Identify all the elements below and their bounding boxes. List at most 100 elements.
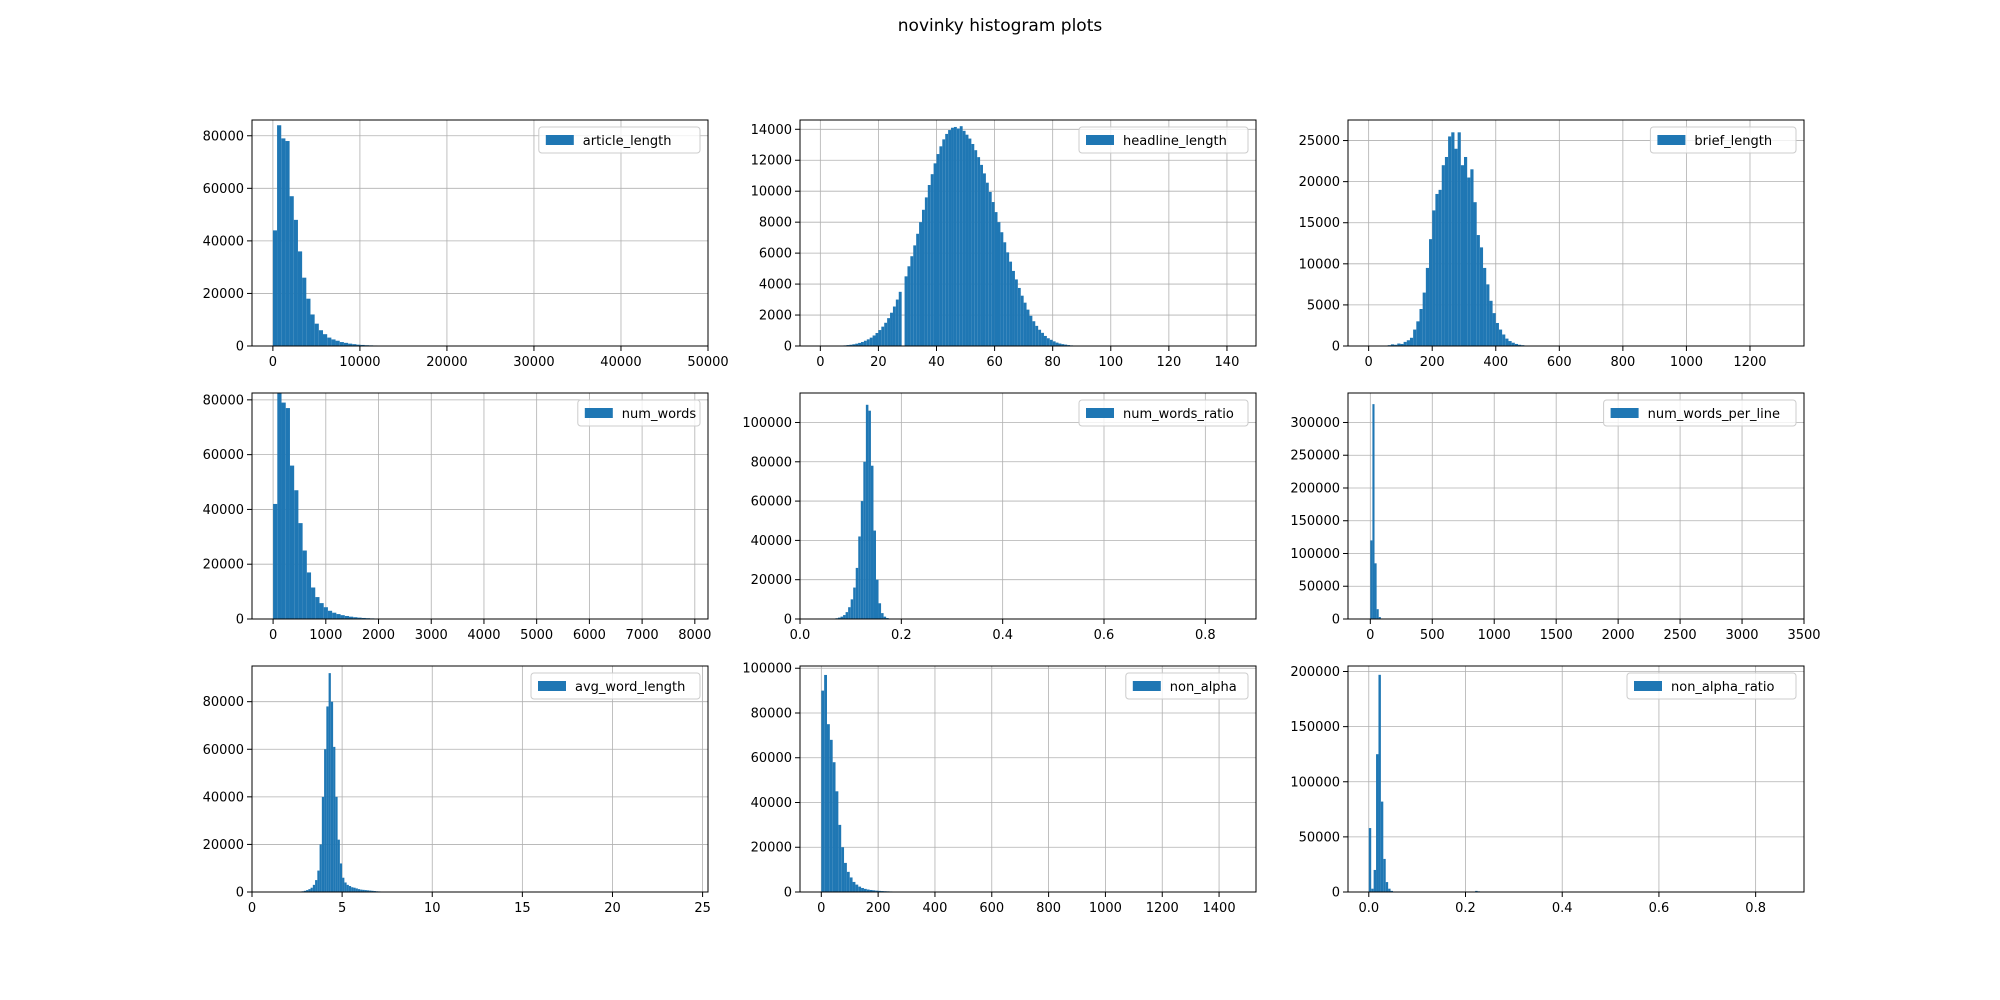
histogram-bar — [1035, 325, 1039, 346]
bars — [272, 125, 395, 346]
histogram-bar — [369, 890, 372, 892]
histogram-bar — [1463, 156, 1468, 346]
x-tick-label: 50000 — [687, 355, 728, 370]
y-tick-label: 150000 — [1290, 514, 1340, 529]
x-tick-label: 600 — [1547, 355, 1572, 370]
y-tick-label: 6000 — [759, 247, 792, 262]
histogram-bar — [366, 890, 370, 892]
histogram-bar — [326, 706, 329, 892]
legend: avg_word_length — [530, 672, 701, 700]
histogram-num-words-ratio: 0.0 0.2 0.4 0.6 0.8 0 20000 40000 60000 80000 1000… — [742, 392, 1257, 643]
x-tick-label: 1000 — [1089, 901, 1122, 916]
axes-frame — [1347, 119, 1805, 347]
x-tick-label: 0 — [1365, 355, 1373, 370]
histogram-bar — [361, 617, 366, 619]
histogram-bar — [310, 887, 313, 892]
histogram-bar — [1419, 309, 1423, 346]
y-tick-label: 50000 — [1299, 580, 1340, 595]
y-tick-label: 80000 — [751, 455, 792, 470]
histogram-num-words: 0 1000 2000 3000 4000 5000 6000 7000 80000200004… — [203, 392, 711, 643]
histogram-bar — [315, 597, 320, 619]
x-tick-label: 6000 — [573, 628, 606, 643]
histogram-bar — [1014, 279, 1018, 346]
histogram-bar — [1383, 858, 1386, 892]
histogram-bar — [342, 877, 345, 892]
y-tick-label: 25000 — [1299, 134, 1340, 149]
y-tick-label: 2000 — [759, 309, 792, 324]
histogram-bar — [1058, 343, 1062, 346]
legend-label: avg_word_length — [575, 680, 685, 695]
histogram-bar — [327, 337, 332, 346]
histogram-non-alpha: 0 200 400 600 800 1000 1200 1400 0 20000 40000 6000… — [742, 662, 1257, 916]
x-tick-label: 0.8 — [1195, 628, 1216, 643]
histogram-bar — [840, 616, 844, 619]
histogram-bar — [1388, 888, 1391, 892]
bars — [273, 393, 392, 619]
histogram-bar — [849, 877, 853, 892]
histogram-bar — [1378, 674, 1381, 892]
histogram-bar — [985, 182, 989, 346]
y-tick-label: 100000 — [742, 662, 792, 677]
histogram-bar — [330, 701, 334, 892]
legend: num_words — [577, 399, 701, 427]
histogram-bar — [1454, 148, 1458, 346]
histogram-bar — [315, 880, 318, 892]
axes-frame — [799, 665, 1257, 893]
x-tick-label: 2000 — [362, 628, 395, 643]
histogram-bar — [360, 344, 365, 346]
x-tick-label: 1200 — [1146, 901, 1179, 916]
histogram-bar — [281, 402, 286, 619]
histogram-bar — [331, 339, 336, 346]
histogram-bar — [1385, 882, 1389, 892]
x-tick-label: 8000 — [678, 628, 711, 643]
histogram-bar — [898, 291, 902, 346]
x-tick-label: 400 — [923, 901, 948, 916]
x-tick-label: 0.0 — [1358, 901, 1379, 916]
x-tick-label: 4000 — [467, 628, 500, 643]
histogram-bar — [916, 233, 920, 346]
legend-box — [1078, 399, 1249, 427]
histogram-num-words-per-line: 0 500 1000 1500 2000 2500 3000 3500 0 50000 100000… — [1290, 392, 1821, 643]
x-tick-label: 0.2 — [891, 628, 912, 643]
histogram-bar — [936, 154, 940, 346]
y-tick-label: 40000 — [751, 796, 792, 811]
histogram-bar — [1460, 165, 1464, 346]
histogram-bar — [1476, 235, 1480, 346]
histogram-bar — [904, 276, 908, 346]
histogram-bar — [303, 890, 307, 892]
y-tick-label: 0 — [784, 886, 792, 901]
histogram-bar — [907, 266, 911, 346]
histogram-bar — [1012, 270, 1015, 346]
histogram-bar — [881, 326, 885, 346]
histogram-bar — [1006, 252, 1010, 346]
x-tick-label: 800 — [1610, 355, 1635, 370]
x-tick-label: 5000 — [520, 628, 553, 643]
axes-frame — [251, 665, 709, 893]
histogram-bar — [346, 884, 349, 892]
x-tick-label: 3000 — [1725, 628, 1758, 643]
x-tick-label: 25 — [694, 901, 711, 916]
x-tick-label: 1000 — [1670, 355, 1703, 370]
x-tick-label: 40 — [928, 355, 945, 370]
legend-box — [1603, 399, 1797, 427]
histogram-bar — [318, 330, 324, 346]
histogram-bar — [852, 881, 856, 892]
x-tick-label: 10000 — [339, 355, 380, 370]
histogram-bar — [845, 612, 849, 619]
histogram-bar — [1373, 869, 1377, 892]
histogram-bar — [853, 587, 856, 619]
histogram-bar — [878, 603, 882, 619]
histogram-bar — [281, 138, 286, 346]
histogram-bar — [1432, 210, 1436, 346]
x-tick-label: 1200 — [1733, 355, 1766, 370]
histogram-bar — [951, 127, 954, 346]
histogram-bar — [846, 871, 850, 892]
histogram-bar — [1409, 337, 1414, 346]
histogram-bar — [1372, 404, 1375, 619]
y-tick-label: 40000 — [203, 503, 244, 518]
histogram-bar — [887, 318, 891, 346]
histogram-bar — [1032, 321, 1036, 346]
histogram-bar — [895, 299, 899, 346]
y-tick-label: 40000 — [751, 534, 792, 549]
y-tick-label: 0 — [1332, 340, 1340, 355]
